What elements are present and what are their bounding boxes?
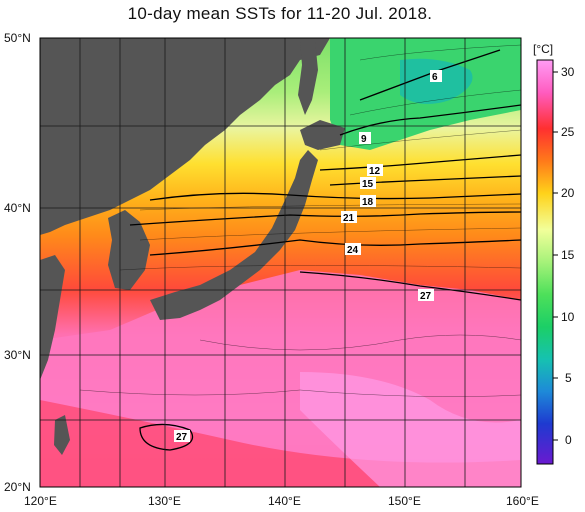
lon-label-130e: 130°E <box>148 494 181 508</box>
lon-label-120e: 120°E <box>24 494 57 508</box>
contour-label-12: 12 <box>369 166 381 177</box>
contour-label-15: 15 <box>362 179 374 190</box>
color-bar-tick-25: 25 <box>561 125 575 139</box>
land-japan <box>150 150 318 320</box>
color-bar-tick-0: 0 <box>565 433 572 447</box>
land-korea <box>108 210 150 290</box>
color-bar-tick-15: 15 <box>561 248 575 262</box>
color-bar-tick-10: 10 <box>561 310 575 324</box>
land-taiwan <box>54 415 70 455</box>
color-bar-tick-5: 5 <box>565 371 572 385</box>
map-frame <box>39 37 522 488</box>
minor-contours <box>79 44 521 397</box>
sst-contours <box>129 49 521 451</box>
contour-label-24: 24 <box>347 245 359 256</box>
lat-label-40n: 40°N <box>4 201 31 215</box>
contour-9 <box>339 104 521 136</box>
lon-label-150e: 150°E <box>388 494 421 508</box>
lon-label-160e: 160°E <box>506 494 539 508</box>
lat-label-30n: 30°N <box>4 348 31 362</box>
contour-label-18: 18 <box>362 197 374 208</box>
color-bar-tick-30: 30 <box>561 65 575 79</box>
contour-27 <box>299 271 521 301</box>
lon-label-140e: 140°E <box>268 494 301 508</box>
land-sakhalin <box>298 40 318 115</box>
lat-label-20n: 20°N <box>4 480 31 494</box>
map-title: 10-day mean SSTs for 11-20 Jul. 2018. <box>127 4 433 23</box>
graticule <box>40 38 521 487</box>
contour-label-9: 9 <box>361 134 367 145</box>
contour-labels: 6 9 12 15 18 21 24 27 27 <box>174 70 442 443</box>
contour-label-27-south: 27 <box>176 432 188 443</box>
color-bar-gradient <box>536 59 554 465</box>
lat-label-50n: 50°N <box>4 31 31 45</box>
map-area: 6 9 12 15 18 21 24 27 27 <box>40 38 521 487</box>
contour-15 <box>329 175 521 186</box>
color-bar-unit: [°C] <box>533 42 553 56</box>
land-china-coast <box>40 255 65 380</box>
color-bar: [°C] 30 25 20 15 10 5 0 <box>533 42 575 465</box>
very-warm-patch <box>300 372 521 487</box>
contour-18 <box>149 192 521 201</box>
contour-label-6: 6 <box>432 72 438 83</box>
color-bar-tick-20: 20 <box>561 186 575 200</box>
contour-label-27-east: 27 <box>420 291 432 302</box>
contour-label-21: 21 <box>343 213 355 224</box>
land-hokkaido <box>300 120 345 150</box>
land-northeast-asia <box>40 38 330 235</box>
